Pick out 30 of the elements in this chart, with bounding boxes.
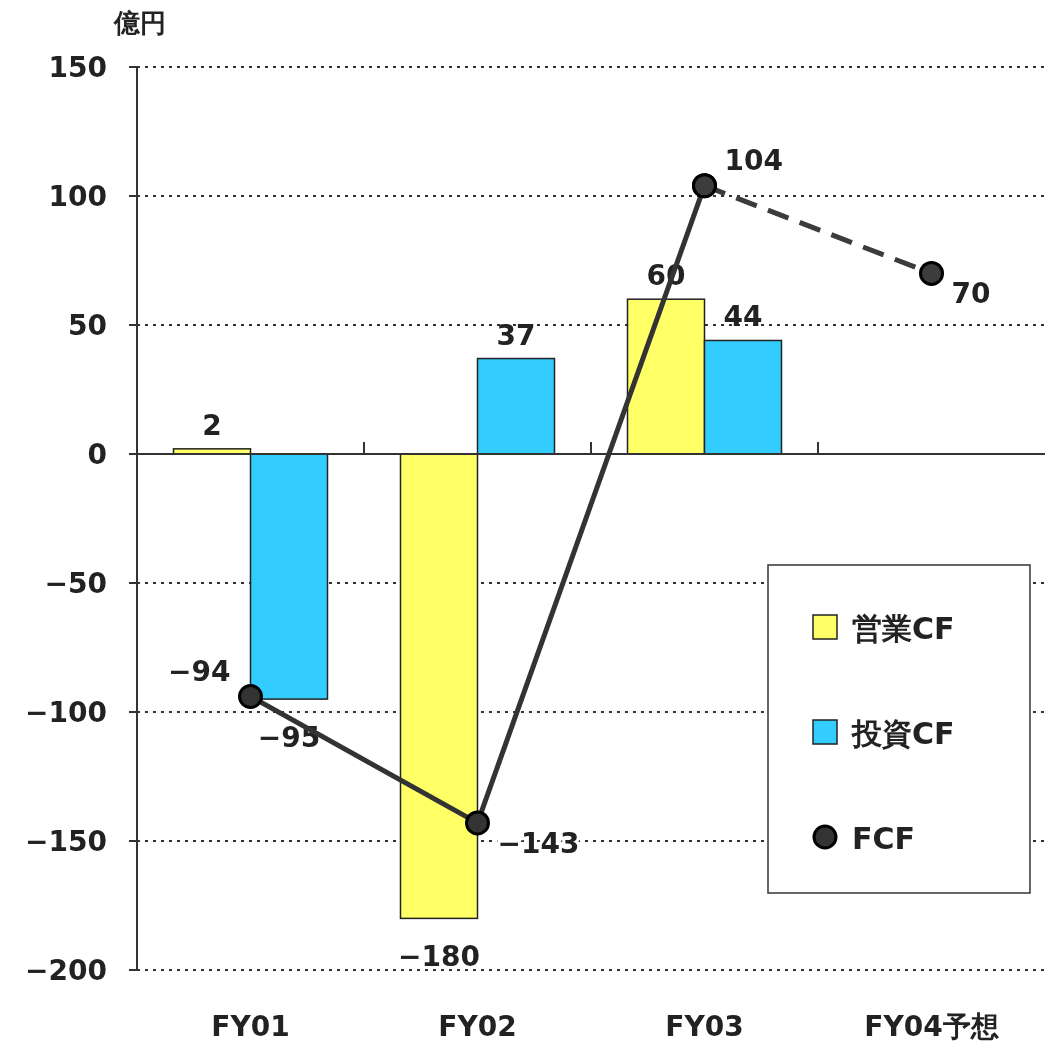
data-label: −94 <box>168 654 231 688</box>
bar <box>476 357 556 455</box>
y-tick-label: −50 <box>44 567 107 600</box>
legend-label: 投資CF <box>851 716 955 751</box>
x-tick-label: FY01 <box>211 1010 290 1043</box>
data-label: 70 <box>951 277 991 311</box>
legend-label: FCF <box>852 821 916 856</box>
point <box>465 810 490 836</box>
y-tick-label: 150 <box>48 51 107 84</box>
y-tick-label: −100 <box>25 696 107 729</box>
y-tick-label: −200 <box>25 954 107 987</box>
data-label: 44 <box>723 300 763 334</box>
point <box>919 260 944 286</box>
y-tick-label: 100 <box>48 180 107 213</box>
legend-label: 営業CF <box>852 611 955 646</box>
x-tick-label: FY02 <box>438 1010 517 1043</box>
y-tick-label: 50 <box>68 309 107 342</box>
data-label: 2 <box>202 408 222 442</box>
data-label: 104 <box>724 143 783 177</box>
y-axis-title: 億円 <box>113 8 166 38</box>
data-label: 37 <box>496 318 536 352</box>
x-tick-label: FY04予想 <box>864 1010 999 1043</box>
bar <box>399 453 479 920</box>
point <box>238 684 263 710</box>
y-tick-label: −150 <box>25 825 107 858</box>
y-tick-label: 0 <box>87 438 107 471</box>
data-label: −143 <box>497 826 580 860</box>
data-label: −180 <box>398 940 480 974</box>
bar <box>249 453 329 700</box>
x-tick-label: FY03 <box>665 1010 744 1043</box>
